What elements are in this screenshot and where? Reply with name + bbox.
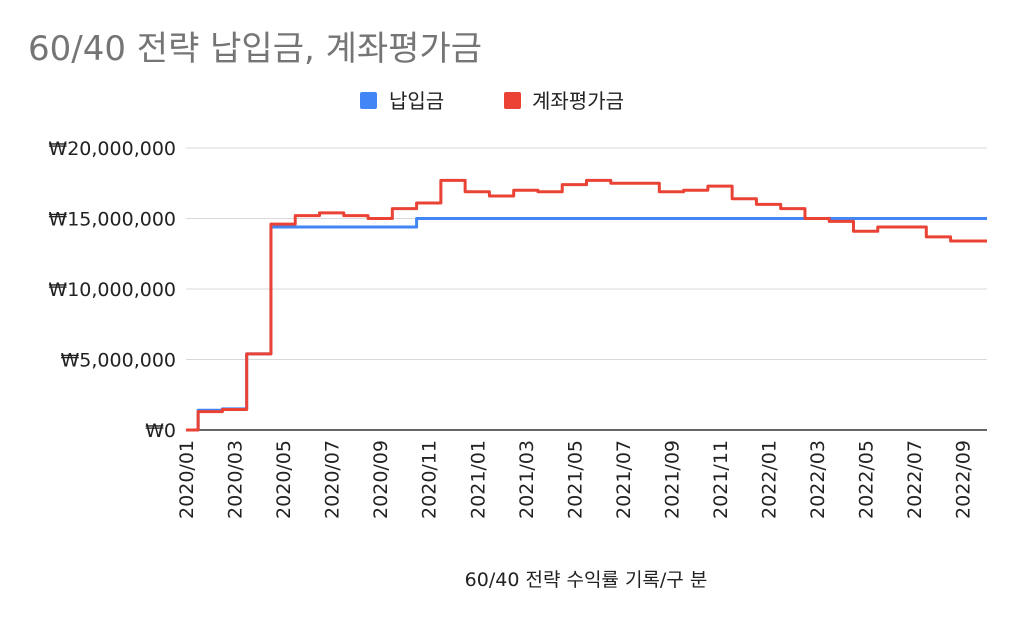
x-tick-label: 2022/01: [759, 440, 781, 519]
x-tick-label: 2021/05: [564, 440, 586, 519]
x-tick-label: 2020/09: [370, 440, 392, 519]
y-axis-ticks: ₩0 ₩5,000,000 ₩10,000,000 ₩15,000,000 ₩20,00…: [48, 138, 176, 442]
y-tick-label: ₩5,000,000: [61, 350, 176, 372]
x-tick-label: 2021/09: [661, 440, 683, 519]
legend-swatch-series-2: [504, 92, 521, 109]
x-tick-label: 2020/01: [176, 440, 198, 519]
x-tick-label: 2021/01: [467, 440, 489, 519]
legend-label-series-1: 납입금: [389, 89, 444, 113]
y-tick-label: ₩0: [145, 420, 176, 442]
x-tick-label: 2022/07: [904, 440, 926, 519]
x-axis-label: 60/40 전략 수익률 기록/구 분: [465, 569, 708, 591]
x-tick-label: 2022/05: [856, 440, 878, 519]
x-tick-label: 2022/09: [953, 440, 975, 519]
series-lines: [186, 178, 987, 432]
x-tick-label: 2021/07: [613, 440, 635, 519]
x-axis-ticks: 2020/01 2020/03 2020/05 2020/07 2020/09 2020/…: [176, 440, 975, 519]
x-tick-label: 2020/07: [322, 440, 344, 519]
legend-label-series-2: 계좌평가금: [532, 89, 624, 113]
grid-lines: [186, 147, 987, 431]
x-tick-label: 2020/05: [273, 440, 295, 519]
y-tick-label: ₩15,000,000: [48, 209, 176, 231]
legend: 납입금 계좌평가금: [360, 89, 624, 113]
legend-swatch-series-1: [360, 92, 377, 109]
x-tick-label: 2021/03: [516, 440, 538, 519]
y-tick-label: ₩20,000,000: [48, 138, 176, 160]
x-tick-label: 2022/03: [807, 440, 829, 519]
x-tick-label: 2020/11: [419, 440, 441, 519]
x-tick-label: 2021/11: [710, 440, 732, 519]
y-tick-label: ₩10,000,000: [48, 279, 176, 301]
series-line-2: [186, 178, 987, 432]
series-line-1: [186, 217, 987, 432]
chart-title: 60/40 전략 납입금, 계좌평가금: [28, 29, 482, 69]
x-tick-label: 2020/03: [225, 440, 247, 519]
